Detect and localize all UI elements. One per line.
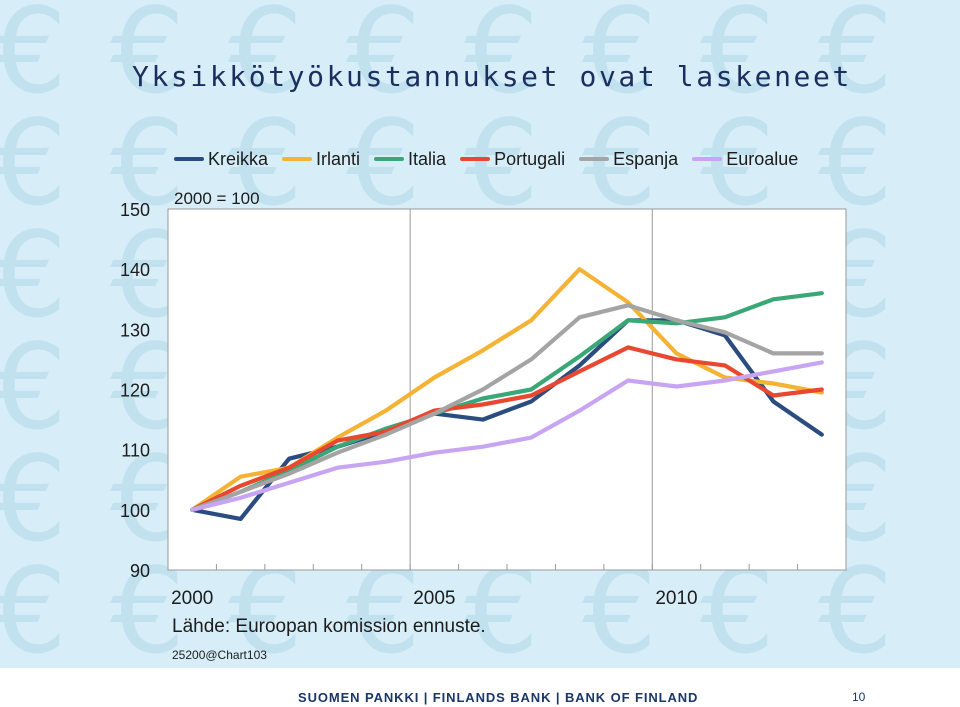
legend-item-kreikka: Kreikka xyxy=(174,149,268,170)
legend-swatch xyxy=(174,157,204,161)
legend-item-irlanti: Irlanti xyxy=(282,149,360,170)
y-tick-label-110: 110 xyxy=(121,441,150,461)
page-number: 10 xyxy=(852,690,866,704)
x-tick-label-2010: 2010 xyxy=(655,588,697,609)
legend-item-euroalue: Euroalue xyxy=(692,149,798,170)
chart-id: 25200@Chart103 xyxy=(172,648,267,662)
legend-label: Euroalue xyxy=(726,148,799,169)
legend-label: Kreikka xyxy=(208,148,269,169)
y-tick-label-140: 140 xyxy=(120,260,150,280)
chart-legend: Kreikka Irlanti Italia Portugali Espanja Euro… xyxy=(174,147,812,171)
legend-item-portugali: Portugali xyxy=(460,149,565,170)
legend-label: Italia xyxy=(408,148,447,169)
series-line-portugali xyxy=(190,345,824,512)
slide-title: Yksikkötyökustannukset ovat laskeneet xyxy=(132,60,852,93)
legend-label: Irlanti xyxy=(316,148,361,169)
y-tick-label-90: 90 xyxy=(130,561,150,581)
legend-label: Portugali xyxy=(494,148,566,169)
plot-area xyxy=(167,208,847,571)
x-tick-label-2000: 2000 xyxy=(171,588,213,609)
y-tick-label-150: 150 xyxy=(120,200,150,220)
legend-item-espanja: Espanja xyxy=(579,149,678,170)
footer-band xyxy=(0,668,960,707)
footer-bank-name: SUOMEN PANKKI | FINLANDS BANK | BANK OF … xyxy=(298,690,699,705)
series-line-espanja xyxy=(190,303,824,512)
legend-item-italia: Italia xyxy=(374,149,446,170)
legend-label: Espanja xyxy=(613,148,679,169)
y-tick-label-120: 120 xyxy=(120,381,150,401)
series-line-kreikka xyxy=(190,318,824,522)
index-base-note: 2000 = 100 xyxy=(174,189,260,208)
legend-swatch xyxy=(692,157,723,161)
series-line-euroalue xyxy=(190,360,824,512)
legend-swatch xyxy=(282,157,313,161)
series-line-italia xyxy=(190,291,824,512)
y-tick-label-100: 100 xyxy=(120,501,150,521)
x-tick-label-2005: 2005 xyxy=(413,588,455,609)
y-tick-label-130: 130 xyxy=(120,320,150,340)
legend-swatch xyxy=(579,157,610,161)
legend-swatch xyxy=(374,157,405,161)
source-note: Lähde: Euroopan komission ennuste. xyxy=(172,616,486,637)
legend-swatch xyxy=(460,157,491,161)
